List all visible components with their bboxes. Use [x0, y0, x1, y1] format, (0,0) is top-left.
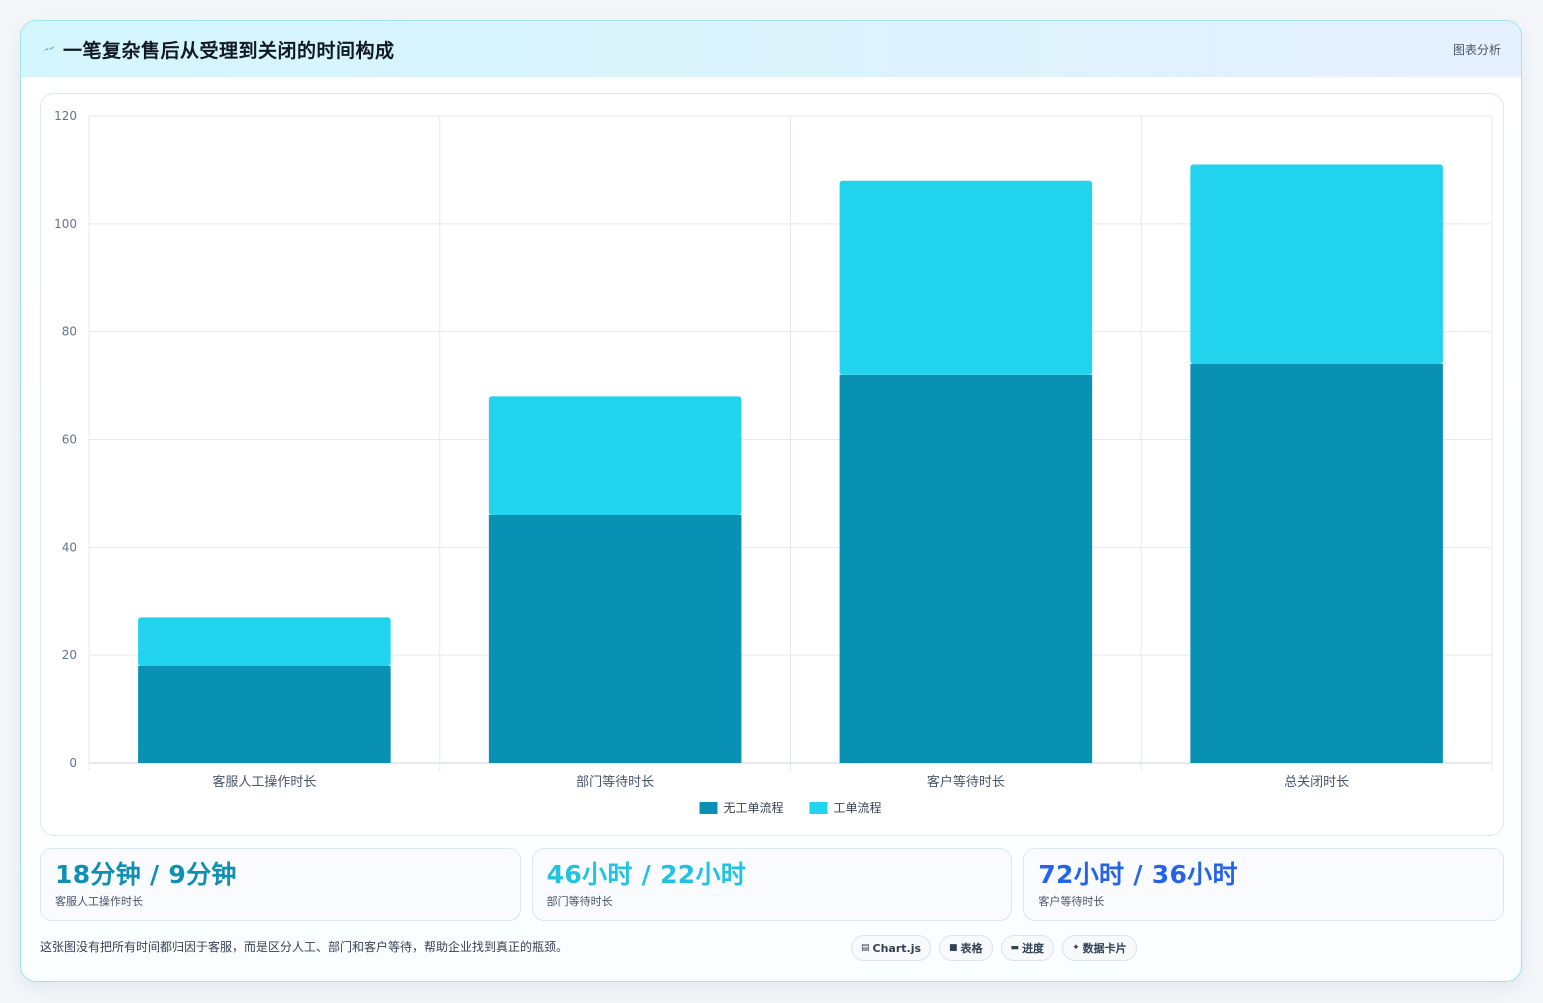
- bar-segment-ticket[interactable]: [1190, 164, 1443, 365]
- bar-segment-ticket[interactable]: [488, 396, 742, 515]
- progress-icon: ▬: [1010, 943, 1020, 953]
- legend-swatch[interactable]: [699, 802, 718, 814]
- chip-label: Chart.js: [872, 941, 922, 955]
- card-header: 一笔复杂售后从受理到关闭的时间构成 图表分析: [21, 21, 1521, 77]
- chip-progress[interactable]: ▬ 进度: [1000, 935, 1055, 961]
- stat-label: 客户等待时长: [1038, 895, 1105, 908]
- chart-card: 一笔复杂售后从受理到关闭的时间构成 图表分析 0 20 40 60 80 100 120 客服…: [20, 20, 1522, 982]
- view-chips: ▤ Chart.js ■ 表格 ▬ 进度 ✦ 数据卡片: [851, 935, 1137, 961]
- legend-label: 工单流程: [834, 800, 882, 815]
- footer-note: 这张图没有把所有时间都归因于客服，而是区分人工、部门和客户等待，帮助企业找到真正…: [40, 940, 569, 954]
- y-tick-label: 60: [62, 433, 77, 447]
- chart-panel: 0 20 40 60 80 100 120 客服人工操作时长 部门等待时长 客户等待时长 总关闭时长…: [40, 93, 1504, 836]
- y-tick-label: 80: [62, 325, 77, 339]
- x-tick-label: 部门等待时长: [576, 774, 654, 790]
- page-title: 一笔复杂售后从受理到关闭的时间构成: [63, 39, 395, 62]
- table-icon: ■: [949, 943, 958, 953]
- x-tick-label: 总关闭时长: [1284, 775, 1349, 790]
- bar-segment-no-ticket[interactable]: [839, 374, 1093, 763]
- legend-label: 无工单流程: [724, 800, 784, 815]
- lightning-icon: [43, 46, 55, 51]
- chip-table[interactable]: ■ 表格: [939, 935, 993, 961]
- y-tick-label: 120: [54, 109, 77, 123]
- y-tick-label: 0: [69, 756, 77, 770]
- stat-value: 18分钟 / 9分钟: [55, 860, 237, 889]
- stat-label: 客服人工操作时长: [55, 895, 143, 908]
- stat-card-department-wait: 46小时 / 22小时 部门等待时长: [531, 848, 1013, 921]
- chip-label: 数据卡片: [1082, 942, 1127, 955]
- stacked-bar-chart: 0 20 40 60 80 100 120 客服人工操作时长 部门等待时长 客户等待时长 总关闭时长…: [54, 109, 1493, 815]
- stat-label: 部门等待时长: [546, 895, 613, 908]
- stat-card-agent-time: 18分钟 / 9分钟 客服人工操作时长: [40, 848, 521, 921]
- bar-segment-no-ticket[interactable]: [488, 514, 742, 763]
- chip-data-card[interactable]: ✦ 数据卡片: [1062, 935, 1137, 961]
- legend-swatch[interactable]: [809, 802, 828, 814]
- chart-icon: ▤: [861, 943, 870, 953]
- stats-row: 18分钟 / 9分钟 客服人工操作时长 46小时 / 22小时 部门等待时长 7…: [40, 848, 1505, 921]
- legend-layer: 无工单流程 工单流程: [699, 800, 882, 815]
- stat-value: 46小时 / 22小时: [546, 860, 747, 889]
- x-tick-label: 客户等待时长: [927, 774, 1005, 790]
- bar-segment-no-ticket[interactable]: [138, 665, 391, 763]
- bar-segment-ticket[interactable]: [138, 617, 391, 666]
- bar-segment-ticket[interactable]: [839, 180, 1093, 375]
- chip-chartjs[interactable]: ▤ Chart.js: [851, 935, 932, 961]
- y-tick-label: 20: [62, 648, 77, 662]
- bar-layer: [138, 164, 1443, 763]
- stat-value: 72小时 / 36小时: [1038, 860, 1238, 889]
- chart-analysis-tag[interactable]: 图表分析: [1452, 42, 1501, 57]
- y-tick-label: 100: [54, 217, 77, 231]
- x-tick-label: 客服人工操作时长: [212, 774, 316, 790]
- stat-card-customer-wait: 72小时 / 36小时 客户等待时长: [1023, 848, 1505, 921]
- chip-label: 进度: [1022, 942, 1045, 955]
- axis-layer: 0 20 40 60 80 100 120 客服人工操作时长 部门等待时长 客户等待时长 总关闭时长: [54, 109, 1349, 790]
- chip-label: 表格: [960, 942, 983, 955]
- card-icon: ✦: [1072, 943, 1080, 953]
- bar-segment-no-ticket[interactable]: [1190, 364, 1443, 763]
- y-tick-label: 40: [62, 540, 77, 554]
